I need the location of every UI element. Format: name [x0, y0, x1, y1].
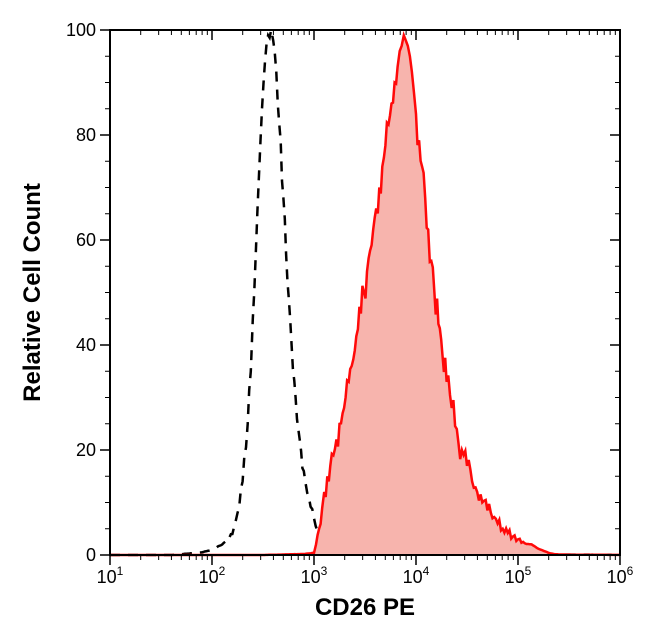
y-tick-label: 100 — [66, 20, 96, 40]
y-tick-label: 0 — [86, 545, 96, 565]
histogram-chart: 101 102 103 104 105 106 0 20 40 60 80 100 Relative C… — [0, 0, 646, 641]
y-tick-label: 20 — [76, 440, 96, 460]
x-tick-label: 106 — [607, 564, 634, 587]
x-tick-label: 102 — [199, 564, 226, 587]
y-tick-label: 80 — [76, 125, 96, 145]
x-tick-label: 101 — [97, 564, 124, 587]
y-tick-label: 40 — [76, 335, 96, 355]
x-tick-label: 103 — [301, 564, 328, 587]
y-axis-label: Relative Cell Count — [19, 183, 46, 402]
x-axis-label: CD26 PE — [315, 594, 415, 621]
x-tick-label: 104 — [403, 564, 430, 587]
y-tick-label: 60 — [76, 230, 96, 250]
x-tick-label: 105 — [505, 564, 532, 587]
chart-svg: 101 102 103 104 105 106 0 20 40 60 80 100 Relative C… — [0, 0, 646, 641]
